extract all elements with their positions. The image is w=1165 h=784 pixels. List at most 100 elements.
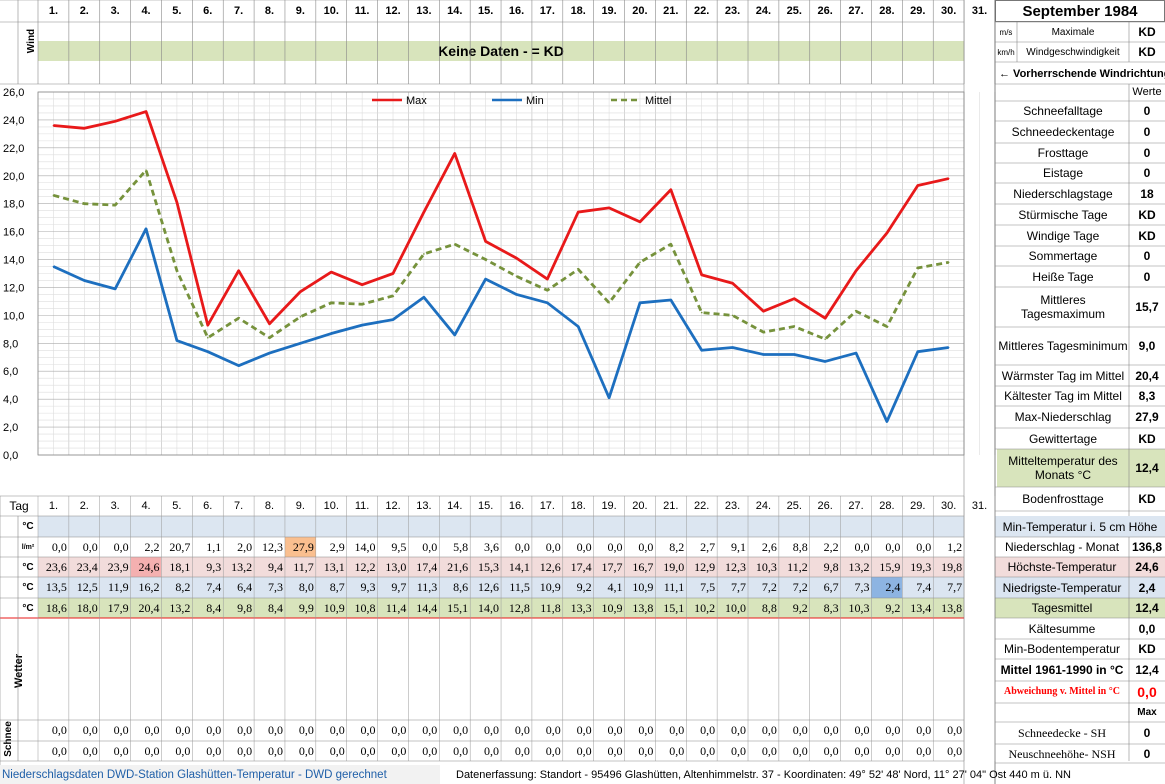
snow1-value-25: 0,0	[792, 723, 808, 737]
min-value-9: 8,0	[298, 580, 314, 594]
day-label-30: 30.	[941, 500, 957, 512]
max-value-10: 13,1	[323, 559, 345, 574]
chart-point-max-2	[83, 127, 86, 130]
mean-value-25: 9,2	[792, 600, 808, 615]
stat-value-9: 0	[1143, 269, 1151, 284]
day-label-22: 22.	[694, 500, 710, 512]
lower-stat-value-5: 12,4	[1129, 598, 1165, 618]
min-value-22: 7,5	[700, 580, 716, 594]
max-value-8: 9,4	[267, 559, 283, 574]
stat-value-16: 12,4	[1129, 449, 1165, 487]
day-label-7: 7.	[234, 500, 244, 512]
stat-label-9: Heiße Tage	[1032, 269, 1094, 284]
min-value-28: 2,4	[871, 577, 903, 598]
snow1-value-20: 0,0	[638, 723, 654, 737]
snow2-value-27: 0,0	[854, 743, 870, 758]
header-day-14: 14.	[447, 5, 463, 17]
max-value-18: 17,4	[570, 559, 592, 574]
precip-value-2: 0,0	[82, 539, 98, 554]
precip-value-11: 14,0	[354, 539, 376, 554]
lower-stat-value-4: 2,4	[1129, 577, 1165, 598]
chart-point-min-21	[670, 299, 672, 301]
header-day-21: 21.	[663, 5, 679, 17]
min-value-19: 4,1	[607, 580, 623, 594]
chart-y-tick-label: 0,0	[3, 450, 18, 462]
day-label-23: 23.	[724, 500, 741, 512]
header-day-31: 31.	[971, 5, 988, 17]
snow2-value-2: 0,0	[82, 743, 98, 758]
precip-value-16: 0,0	[514, 539, 530, 554]
precip-value-26: 2,2	[823, 539, 839, 554]
header-day-9: 9.	[295, 5, 305, 17]
mean-value-5: 13,2	[169, 600, 191, 615]
stat-value-3: 0	[1143, 146, 1151, 160]
mean-value-6: 8,4	[206, 600, 222, 615]
snow1-value-22: 0,0	[700, 723, 716, 737]
snow2-value-15: 0,0	[484, 743, 500, 758]
header-day-22: 22.	[694, 5, 710, 17]
chart-point-max-21	[670, 188, 672, 191]
min-value-18: 9,2	[576, 580, 592, 594]
precip-value-9: 27,9	[284, 537, 316, 557]
snow1-value-5: 0,0	[175, 723, 191, 737]
snow2-value-7: 0,0	[237, 743, 253, 758]
snow2-value-26: 0,0	[823, 743, 839, 758]
min-value-30: 7,7	[947, 580, 963, 594]
mean-value-28: 9,2	[885, 600, 901, 615]
snow1-value-6: 0,0	[206, 723, 222, 737]
snow2-value-13: 0,0	[422, 743, 438, 758]
chart-point-max-26	[824, 317, 826, 319]
lower-stat-label-6: Kältesumme	[1028, 621, 1096, 636]
chart-point-mittel-24	[762, 331, 765, 333]
chart-point-mittel-30	[947, 261, 950, 264]
min-value-11: 9,3	[360, 580, 376, 594]
mean-value-17: 11,8	[540, 600, 561, 615]
day-label-18: 18.	[570, 500, 586, 512]
chart-point-mittel-10	[330, 302, 333, 304]
chart-point-max-25	[793, 297, 796, 300]
snow2-value-10: 0,0	[329, 743, 345, 758]
stat-label-17: Bodenfrosttage	[1022, 492, 1104, 506]
chart-point-mittel-15	[484, 258, 487, 261]
precip-value-22: 2,7	[700, 539, 716, 554]
day-label-24: 24.	[755, 500, 772, 512]
chart-point-max-24	[762, 310, 765, 312]
max-value-1: 23,6	[45, 559, 67, 574]
snow2-value-23: 0,0	[730, 743, 746, 758]
chart-point-mittel-26	[824, 338, 826, 340]
mean-value-16: 12,8	[508, 600, 530, 615]
snow1-value-23: 0,0	[730, 723, 746, 737]
min-value-25: 7,2	[792, 580, 808, 594]
chart-point-max-1	[52, 124, 55, 127]
footer-station: Datenerfassung: Standort - 95496 Glashüt…	[456, 768, 1071, 781]
chart-y-tick-label: 8,0	[3, 338, 18, 350]
precip-value-10: 2,9	[329, 539, 345, 554]
mean-value-3: 17,9	[107, 600, 129, 615]
precip-value-8: 12,3	[261, 539, 283, 554]
chart-point-max-29	[916, 184, 919, 187]
min-value-24: 7,2	[761, 580, 777, 594]
chart-point-max-17	[546, 278, 549, 280]
snow2-value-6: 0,0	[206, 743, 222, 758]
stat-value-4: 0	[1143, 166, 1151, 180]
mean-value-21: 15,1	[663, 600, 685, 615]
chart-point-min-15	[484, 278, 487, 280]
max-value-14: 21,6	[447, 559, 469, 574]
mean-value-13: 14,4	[416, 600, 438, 615]
mean-value-8: 8,4	[267, 600, 283, 615]
max-value-5: 18,1	[169, 559, 191, 574]
stat-value-6: KD	[1138, 207, 1156, 222]
stat-value-13: 8,3	[1138, 389, 1156, 403]
header-day-2: 2.	[79, 5, 89, 17]
min-value-14: 8,6	[453, 580, 469, 594]
snow1-value-13: 0,0	[422, 723, 438, 737]
chart-point-mittel-12	[392, 295, 394, 297]
lower-stat-value-8: 12,4	[1135, 663, 1159, 677]
chart-point-min-12	[392, 318, 394, 321]
chart-series-line-mittel	[53, 168, 949, 341]
header-day-12: 12.	[385, 5, 401, 17]
snow1-value-10: 0,0	[329, 723, 345, 737]
header-day-24: 24.	[755, 5, 772, 17]
snow1-value-7: 0,0	[237, 723, 253, 737]
stat-value-8: 0	[1143, 249, 1151, 263]
